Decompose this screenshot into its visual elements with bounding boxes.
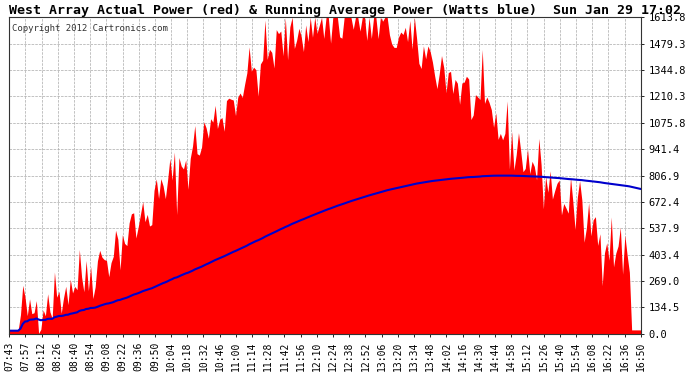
Text: Copyright 2012 Cartronics.com: Copyright 2012 Cartronics.com bbox=[12, 24, 168, 33]
Text: West Array Actual Power (red) & Running Average Power (Watts blue)  Sun Jan 29 1: West Array Actual Power (red) & Running … bbox=[9, 4, 681, 17]
